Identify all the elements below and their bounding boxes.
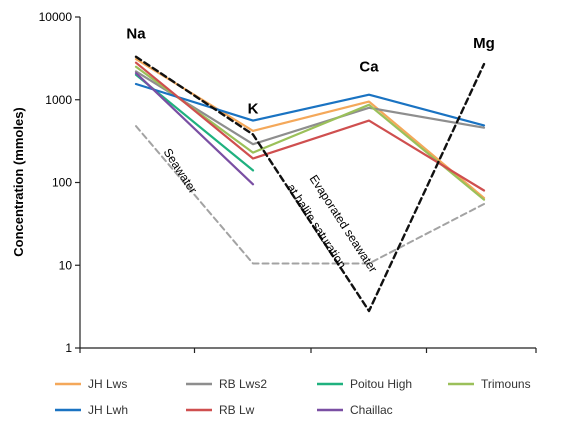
legend-item: Trimouns <box>448 377 531 391</box>
annotation-na: Na <box>126 25 146 42</box>
series-layer <box>134 55 486 313</box>
y-tick-label: 1 <box>65 341 72 355</box>
axes-layer: Concentration (mmoles) 1 10 100 1000 10000 <box>11 10 537 355</box>
legend-item: JH Lws <box>55 377 127 391</box>
y-tick-label: 10 <box>59 258 73 272</box>
series-line-evaporated-seawater <box>134 55 486 313</box>
legend-label: Chaillac <box>350 403 393 417</box>
legend-label: RB Lw <box>219 403 255 417</box>
y-tick-label: 10000 <box>39 10 73 24</box>
y-axis-title: Concentration (mmoles) <box>11 107 26 257</box>
legend-label: JH Lws <box>88 377 127 391</box>
series-line-rb-lw <box>134 61 486 192</box>
legend-item: Chaillac <box>317 403 393 417</box>
series-line-jh-lwh <box>134 82 486 127</box>
legend-item: RB Lws2 <box>186 377 267 391</box>
series-line-chaillac <box>134 72 255 186</box>
legend-label: Poitou High <box>350 377 412 391</box>
annotation-k: K <box>248 101 259 118</box>
y-tick-label: 1000 <box>45 93 72 107</box>
legend-item: Poitou High <box>317 377 412 391</box>
series-line-rb-lws2 <box>134 70 486 146</box>
legend-item: RB Lw <box>186 403 255 417</box>
legend-label: RB Lws2 <box>219 377 267 391</box>
legend-item: JH Lwh <box>55 403 128 417</box>
annotation-mg: Mg <box>473 35 495 52</box>
annotation-ca: Ca <box>359 58 379 75</box>
y-tick-label: 100 <box>52 176 72 190</box>
legend-label: JH Lwh <box>88 403 128 417</box>
legend: JH Lws RB Lws2 Poitou High Trimouns JH Lwh RB… <box>55 377 531 417</box>
legend-label: Trimouns <box>481 377 531 391</box>
annotation-seawater: Seawater <box>161 146 200 196</box>
series-line-seawater <box>135 125 485 265</box>
